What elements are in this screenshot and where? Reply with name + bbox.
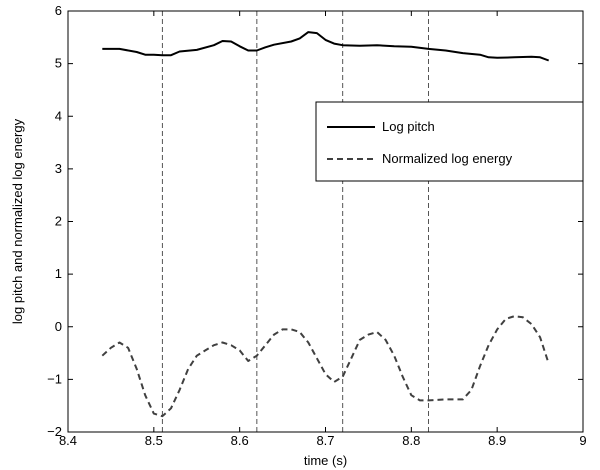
x-tick-label-6: 9 (579, 433, 586, 448)
x-tick-label-0: 8.4 (59, 433, 77, 448)
y-tick-label-1: −1 (47, 371, 62, 386)
y-tick-label-0: −2 (47, 424, 62, 439)
y-axis-label: log pitch and normalized log energy (10, 118, 25, 324)
x-tick-label-2: 8.6 (231, 433, 249, 448)
series-line-log-pitch (102, 31, 550, 62)
legend-box (315, 101, 584, 182)
x-tick-label-3: 8.7 (316, 433, 334, 448)
axis-ticks: 8.4 8.5 8.6 8.7 8.8 8.9 9 −2 −1 0 1 2 3 4 5 6 (47, 3, 586, 448)
y-tick-label-3: 1 (55, 266, 62, 281)
x-axis-label: time (s) (304, 453, 347, 468)
y-tick-label-6: 4 (55, 108, 62, 123)
y-tick-label-2: 0 (55, 319, 62, 334)
y-tick-label-4: 2 (55, 214, 62, 229)
x-tick-label-4: 8.8 (402, 433, 420, 448)
y-tick-label-7: 5 (55, 56, 62, 71)
series-lines (101, 31, 550, 418)
x-tick-label-1: 8.5 (145, 433, 163, 448)
vertical-markers (161, 11, 429, 432)
y-tick-label-5: 3 (55, 161, 62, 176)
legend-label-normalized-log-energy: Normalized log energy (382, 151, 513, 166)
legend: Log pitch Normalized log energy (315, 101, 584, 182)
y-tick-label-8: 6 (55, 3, 62, 18)
x-tick-label-5: 8.9 (488, 433, 506, 448)
series-line-normalized-log-energy (101, 315, 550, 418)
legend-label-log-pitch: Log pitch (382, 119, 435, 134)
